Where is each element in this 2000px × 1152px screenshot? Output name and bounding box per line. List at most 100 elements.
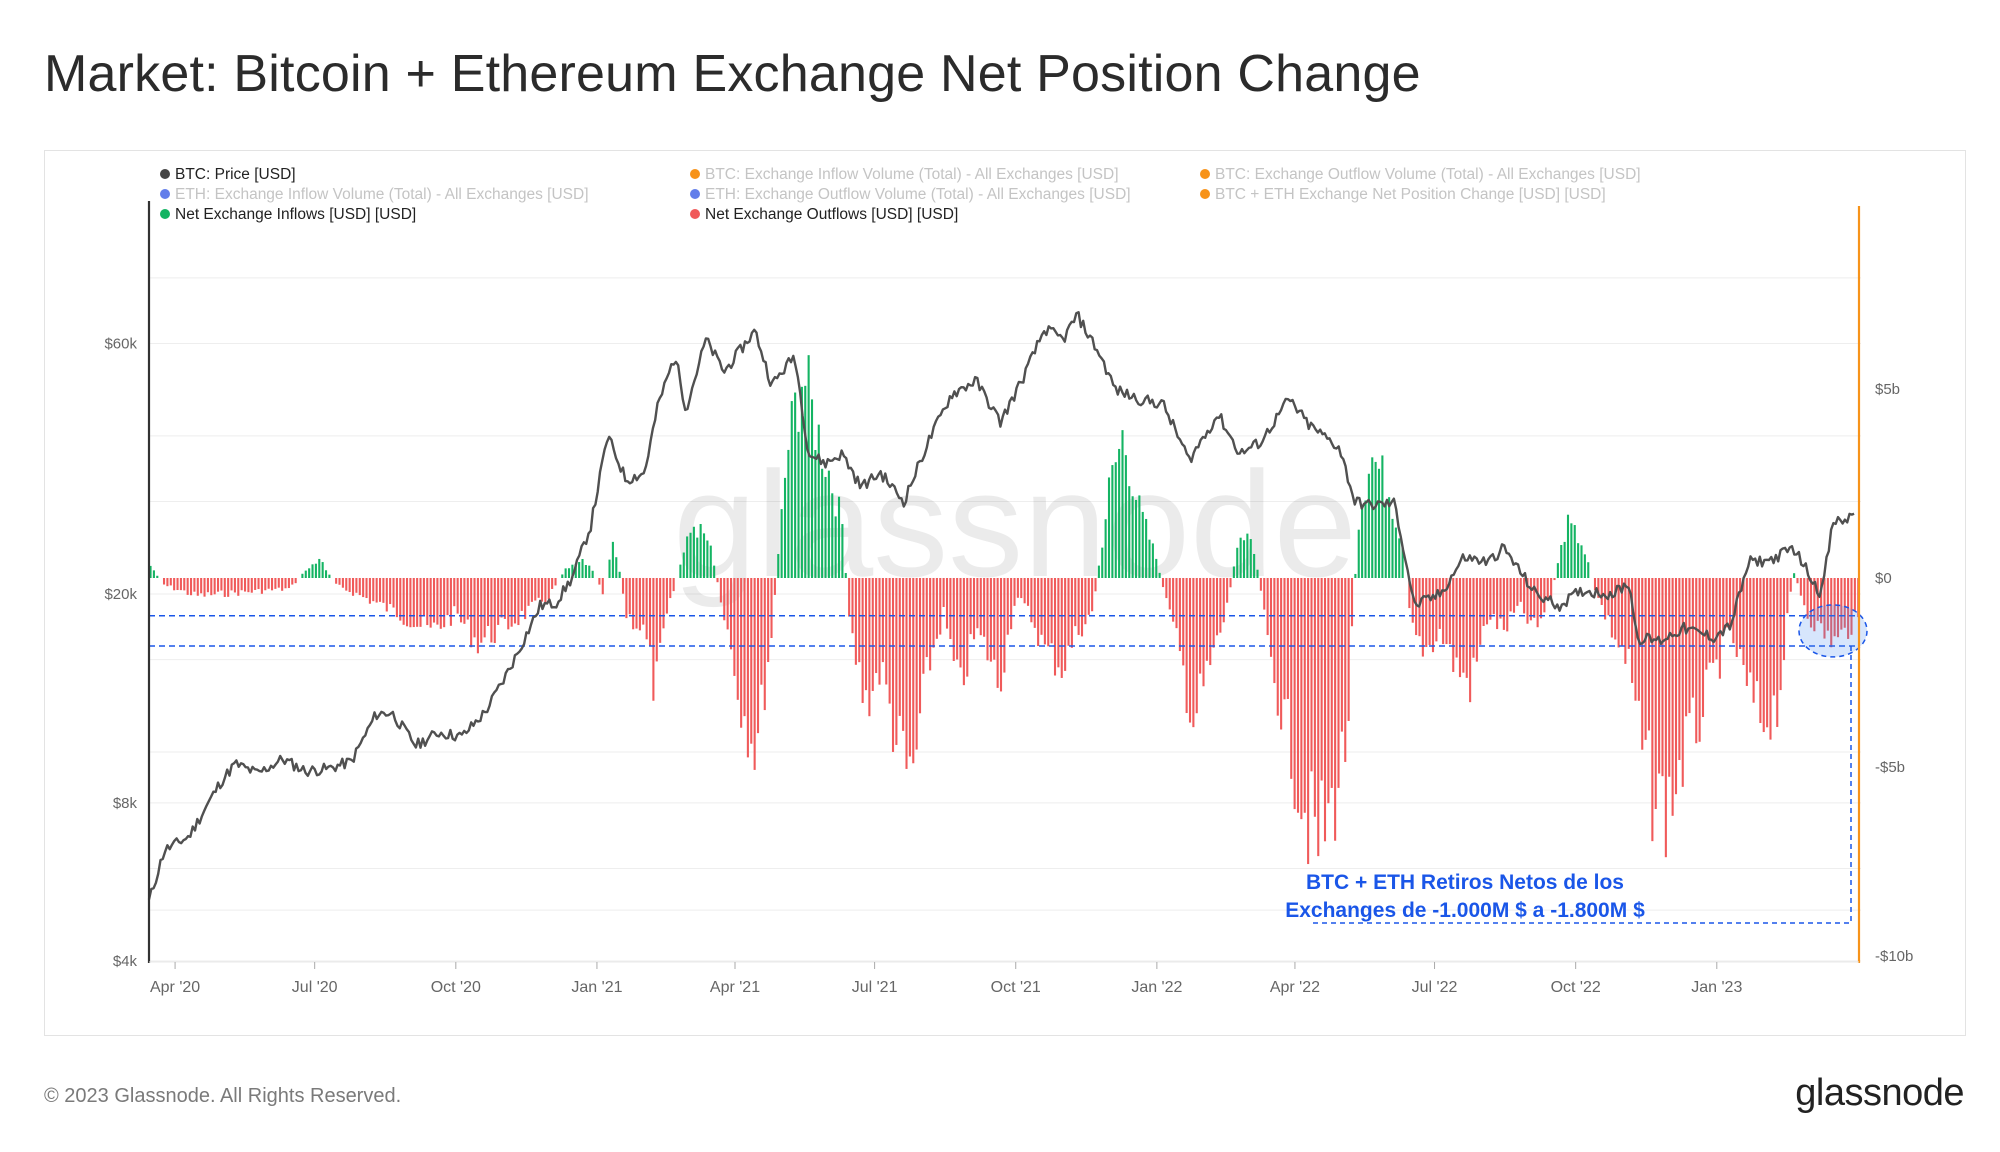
inflow-bar: [1560, 545, 1563, 578]
outflow-bar: [1462, 578, 1465, 673]
outflow-bar: [1161, 578, 1165, 588]
outflow-bar: [1769, 578, 1772, 740]
legend-item-label[interactable]: ETH: Exchange Outflow Volume (Total) - A…: [705, 186, 1131, 203]
inflow-bar: [301, 573, 304, 578]
outflow-bar: [1327, 578, 1330, 804]
outflow-bar: [1205, 578, 1208, 661]
inflow-bar: [1134, 499, 1138, 578]
legend-item-label[interactable]: BTC + ETH Exchange Net Position Change […: [1215, 186, 1606, 203]
left-tick-label: $60k: [104, 335, 137, 352]
outflow-bar: [1674, 578, 1678, 795]
outflow-bar: [274, 578, 277, 589]
legend-item-label[interactable]: BTC: Price [USD]: [175, 166, 296, 183]
outflow-bar: [1847, 578, 1850, 639]
outflow-bar: [625, 578, 628, 619]
outflow-bar: [1634, 578, 1637, 701]
right-tick-label: $0: [1875, 570, 1892, 587]
outflow-bar: [166, 578, 169, 587]
legend-item-label[interactable]: BTC: Exchange Inflow Volume (Total) - Al…: [705, 166, 1119, 183]
inflow-bar: [689, 532, 692, 578]
outflow-bar: [1850, 578, 1853, 635]
outflow-bar: [1411, 578, 1414, 623]
inflow-bar: [686, 536, 689, 578]
outflow-bar: [223, 578, 226, 597]
outflow-bar: [389, 578, 392, 605]
outflow-bar: [1647, 578, 1651, 731]
inflow-bar: [1253, 553, 1256, 578]
inflow-bar: [837, 496, 841, 578]
outflow-bar: [1030, 578, 1033, 623]
inflow-bar: [615, 557, 618, 578]
outflow-bar: [1192, 578, 1195, 728]
outflow-bar: [480, 578, 483, 643]
outflow-bar: [1526, 578, 1529, 624]
inflow-bar: [814, 449, 817, 578]
inflow-bar: [1148, 539, 1151, 578]
inflow-bar: [152, 570, 155, 578]
inflow-bar: [1256, 569, 1259, 578]
outflow-bar: [1752, 578, 1755, 703]
outflow-bar: [929, 578, 932, 671]
outflow-bar: [1286, 578, 1289, 699]
outflow-bar: [733, 578, 736, 676]
inflow-bar: [817, 424, 820, 578]
outflow-bar: [1678, 578, 1681, 761]
outflow-bar: [1701, 578, 1705, 718]
outflow-bar: [1074, 578, 1077, 627]
outflow-bar: [723, 578, 726, 621]
inflow-bar: [1367, 473, 1370, 578]
legend-dot: [1200, 169, 1210, 179]
outflow-bar: [520, 578, 523, 611]
inflow-bar: [1242, 540, 1246, 578]
legend-item-label[interactable]: ETH: Exchange Inflow Volume (Total) - Al…: [175, 186, 589, 203]
inflow-bar: [1577, 543, 1580, 578]
outflow-bar: [1762, 578, 1765, 733]
outflow-bar: [1006, 578, 1009, 635]
inflow-bar: [1124, 455, 1127, 578]
outflow-bar: [247, 578, 250, 593]
inflow-bar: [783, 477, 787, 578]
outflow-bar: [1489, 578, 1492, 620]
outflow-bar: [989, 578, 992, 662]
outflow-bar: [1448, 578, 1451, 645]
outflow-bar: [1766, 578, 1769, 728]
outflow-bar: [1553, 578, 1556, 581]
outflow-bar: [1519, 578, 1522, 602]
outflow-bar: [1664, 578, 1667, 858]
inflow-bar: [696, 537, 699, 578]
inflow-bar: [706, 540, 709, 578]
legend-item-label[interactable]: Net Exchange Inflows [USD] [USD]: [175, 206, 416, 223]
outflow-bar: [382, 578, 385, 603]
outflow-bar: [598, 578, 601, 585]
outflow-bar: [540, 578, 544, 602]
inflow-bar: [311, 564, 314, 578]
outflow-bar: [1080, 578, 1084, 637]
outflow-bar: [1307, 578, 1310, 865]
outflow-bar: [969, 578, 972, 635]
outflow-bar: [277, 578, 280, 588]
outflow-bar: [895, 578, 898, 745]
inflow-bar: [1361, 505, 1364, 578]
outflow-bar: [392, 578, 395, 608]
inflow-bar: [1570, 523, 1573, 578]
legend-item-label[interactable]: BTC: Exchange Outflow Volume (Total) - A…: [1215, 166, 1641, 183]
outflow-bar: [284, 578, 287, 589]
outflow-bar: [1499, 578, 1502, 619]
outflow-bar: [1782, 578, 1786, 661]
outflow-bar: [1337, 578, 1340, 788]
outflow-bar: [270, 578, 274, 591]
outflow-bar: [756, 578, 760, 734]
outflow-bar: [962, 578, 965, 686]
outflow-bar: [422, 578, 425, 617]
legend-item-label[interactable]: Net Exchange Outflows [USD] [USD]: [705, 206, 958, 223]
outflow-bar: [1512, 578, 1516, 613]
outflow-bar: [1631, 578, 1634, 683]
page-title: Market: Bitcoin + Ethereum Exchange Net …: [44, 45, 1421, 103]
left-tick-label: $20k: [104, 586, 137, 603]
outflow-bar: [1509, 578, 1512, 612]
legend-dot: [690, 209, 700, 219]
annotation-line-1: BTC + ETH Retiros Netos de los: [1306, 871, 1624, 894]
outflow-bar: [429, 578, 432, 628]
outflow-bar: [1266, 578, 1269, 636]
outflow-bar: [1600, 578, 1603, 605]
